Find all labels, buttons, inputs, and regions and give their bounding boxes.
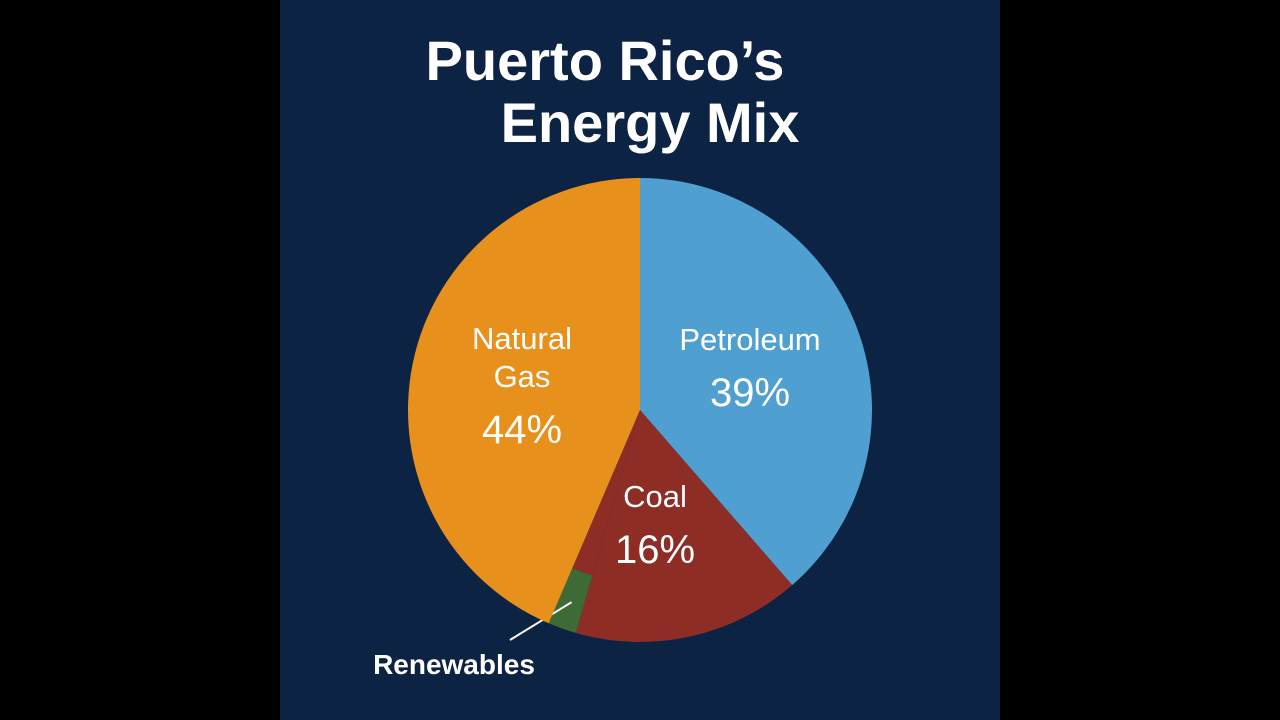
chart-title: Puerto Rico’s Energy Mix [280,30,1000,154]
slice-name-petroleum: Petroleum [679,322,820,357]
slice-value-coal: 16% [615,528,695,572]
pie-slice-natural-gas [407,178,640,624]
slice-value-natural-gas: 44% [482,408,562,452]
slice-value-petroleum: 39% [710,371,790,415]
pie-slice-fill-renewables [572,410,640,576]
callout-label-renewables: Renewables [373,649,535,680]
slice-name-coal: Coal [623,479,687,514]
slice-name-natural-gas: Gas [494,359,551,394]
pie-slice-coal [575,410,793,642]
chart-title-line-2: Energy Mix [500,91,800,154]
chart-panel: Puerto Rico’s Energy Mix Petroleum 39% Coa… [280,0,1000,720]
pie-slice-renewables [548,568,593,633]
chart-title-line-1: Puerto Rico’s [425,29,785,92]
pie-slice-petroleum [640,178,872,586]
slice-name-natural-gas: Natural [472,321,572,356]
callout-line-renewables [509,601,573,641]
